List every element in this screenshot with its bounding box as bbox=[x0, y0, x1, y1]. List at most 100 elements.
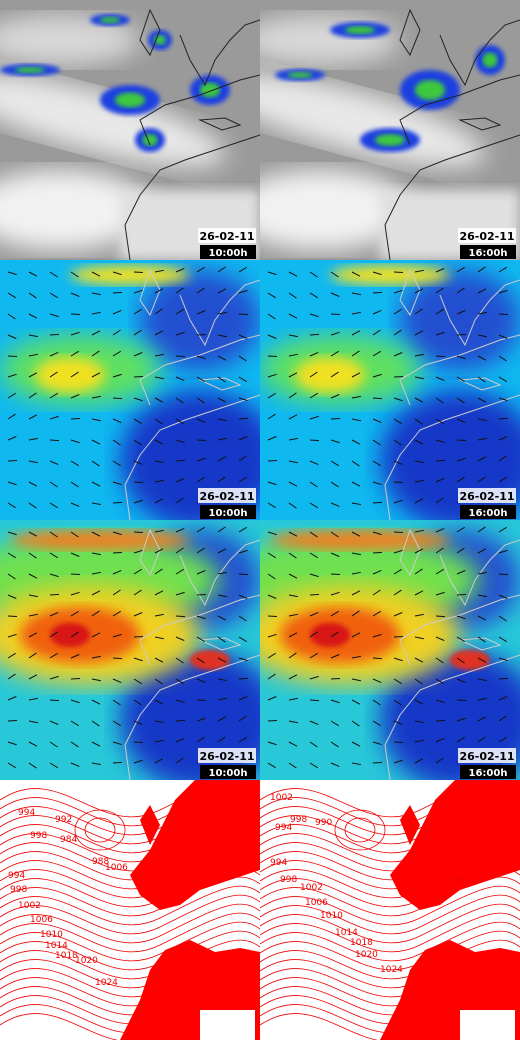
wind-arrow bbox=[154, 479, 164, 483]
wind-arrow bbox=[435, 757, 444, 764]
wind-arrow bbox=[217, 678, 227, 682]
wind-arrow bbox=[309, 292, 318, 299]
wind-arrow bbox=[217, 548, 227, 554]
wind-arrow bbox=[28, 720, 38, 724]
wind-arrow bbox=[217, 716, 227, 722]
pressure-panel bbox=[260, 780, 520, 1040]
wind-arrow bbox=[393, 329, 402, 336]
field bbox=[270, 530, 450, 550]
wind-arrow bbox=[7, 502, 16, 509]
wind-arrow bbox=[175, 657, 184, 664]
wind-arrow bbox=[49, 631, 58, 638]
wind-arrow bbox=[196, 355, 206, 360]
wind-arrow bbox=[7, 413, 16, 420]
wind-arrow bbox=[91, 678, 101, 682]
wind-arrow bbox=[28, 334, 38, 338]
wind-arrow bbox=[133, 375, 144, 378]
isobar bbox=[260, 939, 520, 980]
wind-arrow bbox=[154, 460, 164, 464]
wind-arrow bbox=[288, 437, 298, 441]
wind-arrow bbox=[330, 292, 340, 297]
wind-arrow bbox=[477, 736, 486, 743]
field bbox=[35, 357, 105, 393]
isobar-label: 998 bbox=[30, 831, 47, 841]
wind-arrow bbox=[330, 271, 339, 278]
wind-arrow bbox=[112, 570, 122, 575]
date-label: 26-02-11 bbox=[459, 750, 514, 763]
wind-arrow bbox=[175, 268, 185, 273]
panel-clip bbox=[0, 260, 260, 520]
wind-arrow bbox=[154, 353, 164, 357]
wind-arrow bbox=[456, 355, 466, 360]
wind-arrow bbox=[498, 417, 509, 420]
wind-arrow bbox=[456, 547, 465, 554]
satellite-panel: 26-02-11 10:00h bbox=[0, 0, 260, 260]
wind-arrow bbox=[112, 460, 121, 467]
wind-arrow bbox=[217, 615, 227, 621]
wind-arrow bbox=[288, 334, 298, 338]
wind-arrow bbox=[372, 678, 382, 684]
wind-arrow bbox=[238, 397, 248, 402]
time-box bbox=[460, 245, 516, 259]
wind-arrow bbox=[456, 657, 465, 664]
wind-arrow bbox=[133, 699, 142, 706]
wind-arrow bbox=[196, 547, 205, 554]
wind-arrow bbox=[393, 759, 403, 764]
wind-arrow bbox=[49, 720, 59, 726]
date-label: 26-02-11 bbox=[459, 490, 514, 503]
wind-arrow bbox=[393, 589, 402, 596]
wind-arrow bbox=[49, 415, 59, 420]
isobar-label: 994 bbox=[8, 871, 25, 881]
wind-arrow bbox=[288, 674, 298, 680]
wind-arrow bbox=[133, 499, 143, 504]
wind-arrow bbox=[238, 549, 248, 554]
wind-arrow bbox=[309, 333, 320, 336]
wind-arrow bbox=[28, 632, 38, 638]
isobar bbox=[260, 885, 520, 926]
wind-arrow bbox=[70, 762, 80, 767]
isobar bbox=[260, 903, 520, 944]
wind-arrow bbox=[133, 612, 143, 617]
wind-arrow bbox=[288, 741, 298, 747]
wind-arrow bbox=[330, 439, 340, 444]
wind-arrow bbox=[393, 635, 404, 638]
wind-arrow bbox=[238, 334, 248, 340]
time-box bbox=[200, 765, 256, 779]
cloud-top bbox=[115, 92, 145, 108]
wind-arrow bbox=[28, 481, 38, 487]
wind-arrow bbox=[112, 678, 122, 684]
wind-arrow bbox=[7, 652, 16, 659]
wind-arrow bbox=[49, 531, 58, 538]
wind-arrow bbox=[175, 737, 185, 743]
wind-arrow bbox=[456, 376, 465, 383]
date-box bbox=[458, 488, 516, 503]
field bbox=[295, 357, 365, 393]
wind-arrow bbox=[28, 573, 38, 579]
wind-arrow bbox=[309, 313, 319, 318]
wind-arrow bbox=[477, 456, 487, 462]
wind-arrow bbox=[49, 439, 60, 442]
wind-arrow bbox=[196, 678, 206, 683]
wind-arrow bbox=[288, 594, 298, 598]
wind-arrow bbox=[217, 266, 226, 273]
isobar-label: 1010 bbox=[40, 930, 63, 940]
wind-arrow bbox=[238, 313, 249, 316]
wind-arrow bbox=[175, 568, 184, 575]
wind-arrow bbox=[70, 531, 79, 538]
wind-arrow bbox=[238, 677, 249, 680]
wind-arrow bbox=[288, 502, 297, 509]
wind-arrow bbox=[309, 699, 320, 702]
wind-arrow bbox=[91, 330, 101, 336]
wind-arrow bbox=[477, 615, 487, 621]
wind-arrow bbox=[456, 736, 465, 743]
wind-arrow bbox=[238, 526, 247, 533]
wind-arrow bbox=[372, 741, 382, 746]
wind-arrow bbox=[217, 397, 227, 403]
date-box bbox=[458, 748, 516, 763]
cloud-top bbox=[287, 72, 313, 78]
wind-arrow bbox=[196, 397, 205, 404]
wind-arrow bbox=[70, 481, 79, 488]
isobar-label: 1020 bbox=[355, 950, 378, 960]
wind-arrow bbox=[133, 549, 143, 554]
